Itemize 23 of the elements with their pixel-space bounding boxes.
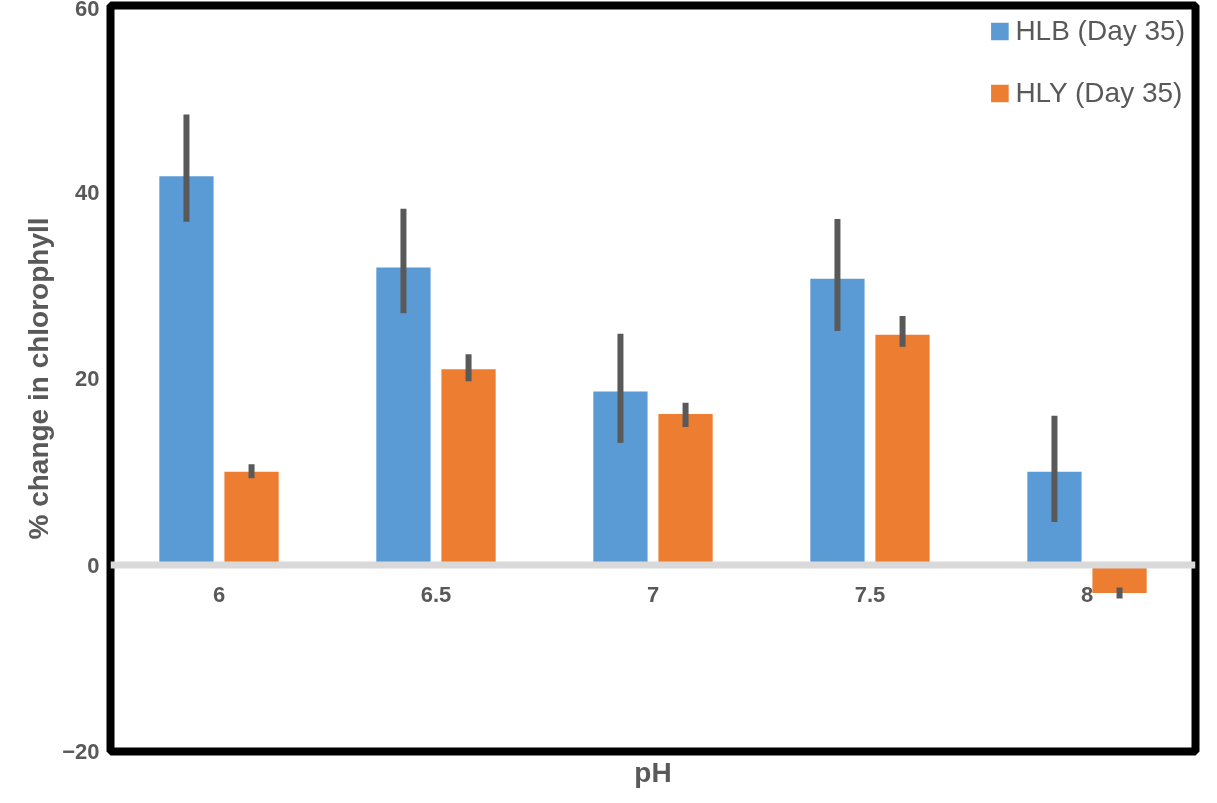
bar xyxy=(810,278,865,565)
y-tick-label: 0 xyxy=(87,552,100,578)
legend-label: HLB (Day 35) xyxy=(1015,15,1185,47)
y-tick-label: 20 xyxy=(75,366,100,391)
y-tick-label: 60 xyxy=(75,0,100,21)
legend-label: HLY (Day 35) xyxy=(1015,77,1183,109)
y-tick-label: 40 xyxy=(75,179,100,205)
bar xyxy=(224,471,279,565)
x-tick-label: 6.5 xyxy=(420,582,452,607)
x-tick-label: 6 xyxy=(212,582,226,607)
bar xyxy=(1027,471,1082,565)
bar xyxy=(875,334,930,565)
x-tick-label: 8 xyxy=(1080,582,1094,607)
x-tick-label: 7 xyxy=(646,582,660,607)
bar xyxy=(376,267,431,565)
y-axis-title: % change in chlorophyll xyxy=(23,217,55,540)
bar xyxy=(593,391,648,565)
y-tick-label: −20 xyxy=(62,739,100,764)
bar xyxy=(159,176,214,565)
x-tick-label: 7.5 xyxy=(854,582,886,607)
x-axis-title: pH xyxy=(634,756,672,788)
bar xyxy=(658,413,713,565)
bar xyxy=(441,369,496,565)
